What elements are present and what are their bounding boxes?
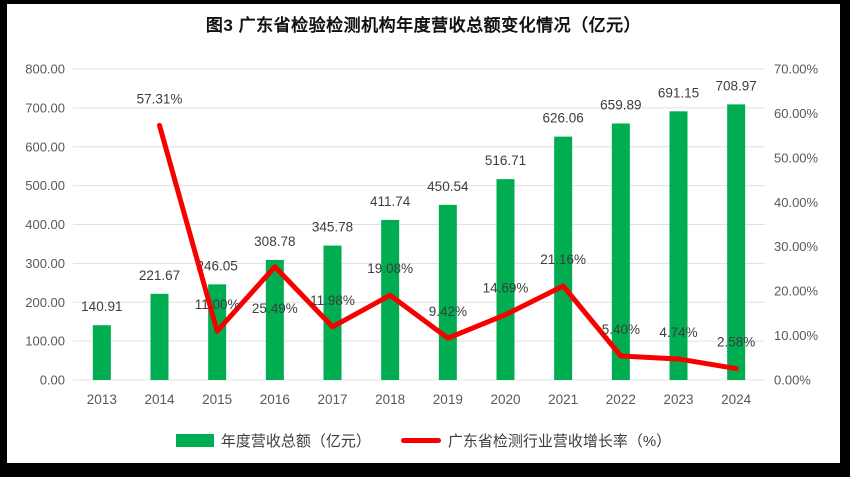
growth-value-label: 5.40% (602, 322, 640, 337)
bar-value-label: 626.06 (543, 111, 584, 126)
bar-2013 (92, 325, 111, 380)
x-axis-tick-label: 2017 (317, 392, 347, 407)
legend-label-growth: 广东省检测行业营收增长率（%） (447, 433, 672, 450)
bar-series-swatch-icon (175, 434, 214, 447)
right-axis-tick-label: 10.00% (774, 328, 819, 343)
bar-2016 (265, 259, 284, 380)
bar-2023 (669, 111, 688, 381)
chart-title: 图3 广东省检验检测机构年度营收总额变化情况（亿元） (205, 16, 642, 35)
left-axis-tick-label: 800.00 (25, 62, 65, 77)
legend-label-revenue: 年度营收总额（亿元） (220, 433, 371, 450)
growth-rate-line (157, 122, 739, 372)
bar-2021 (554, 136, 573, 380)
x-axis-tick-label: 2014 (144, 392, 175, 407)
left-axis-tick-label: 0.00 (40, 373, 65, 388)
x-axis-tick-label: 2020 (490, 392, 520, 407)
x-axis-tick-label: 2024 (721, 392, 752, 407)
x-axis-tick-label: 2019 (433, 392, 463, 407)
bar-2019 (438, 204, 457, 380)
left-axis-tick-label: 500.00 (25, 178, 65, 193)
bar-value-label: 659.89 (600, 97, 641, 112)
growth-value-label: 11.00% (195, 297, 240, 312)
growth-value-label: 2.58% (717, 335, 755, 350)
growth-value-label: 25.49% (252, 301, 298, 316)
bar-value-label: 221.67 (139, 268, 180, 283)
bar-2017 (323, 245, 342, 380)
x-axis-tick-label: 2021 (548, 392, 578, 407)
left-axis-tick-label: 700.00 (25, 100, 65, 115)
growth-value-label: 14.69% (483, 281, 529, 296)
x-axis-tick-label: 2013 (87, 392, 117, 407)
growth-value-label: 19.08% (367, 261, 413, 276)
left-axis-tick-label: 100.00 (25, 334, 65, 349)
x-axis-tick-label: 2023 (663, 392, 693, 407)
bar-2020 (496, 179, 515, 380)
right-axis-tick-label: 70.00% (774, 62, 819, 77)
bar-2024 (727, 104, 746, 380)
bar-value-label: 140.91 (81, 299, 122, 314)
bar-2022 (611, 123, 630, 380)
x-axis-tick-label: 2018 (375, 392, 405, 407)
line-series-swatch-icon (400, 438, 441, 443)
bar-value-label: 246.05 (197, 258, 238, 273)
x-axis-tick-label: 2015 (202, 392, 232, 407)
left-axis-tick-label: 400.00 (25, 217, 65, 232)
legend-item-revenue-bars: 年度营收总额（亿元） (175, 430, 371, 451)
left-axis-tick-label: 200.00 (25, 295, 65, 310)
bar-2014 (150, 293, 169, 380)
right-axis-tick-label: 50.00% (774, 150, 819, 165)
growth-value-label: 57.31% (137, 91, 183, 106)
right-axis-tick-label: 30.00% (774, 239, 819, 254)
bar-value-label: 345.78 (312, 220, 353, 235)
bar-2018 (381, 219, 400, 380)
bar-value-label: 708.97 (716, 78, 757, 93)
bar-value-label: 450.54 (427, 179, 469, 194)
x-axis-tick-label: 2022 (606, 392, 636, 407)
bar-value-label: 691.15 (658, 85, 699, 100)
combo-chart-canvas: 0.00 100.00 200.00 300.00 400.00 500.00 600.00… (25, 62, 819, 408)
x-axis-tick-label: 2016 (260, 392, 290, 407)
growth-value-label: 11.98% (310, 293, 355, 308)
legend-item-growth-line: 广东省检测行业营收增长率（%） (400, 430, 672, 451)
bar-value-label: 411.74 (370, 194, 411, 209)
bar-value-label: 308.78 (254, 234, 295, 249)
left-axis-tick-label: 600.00 (25, 139, 65, 154)
right-axis-tick-label: 40.00% (774, 195, 819, 210)
growth-value-label: 9.42% (429, 304, 467, 319)
right-axis-tick-label: 60.00% (774, 106, 819, 121)
right-axis-tick-label: 20.00% (774, 284, 819, 299)
right-axis-tick-label: 0.00% (774, 373, 811, 388)
growth-value-label: 4.74% (659, 325, 697, 340)
growth-value-label: 21.16% (540, 252, 586, 267)
left-axis-tick-label: 300.00 (25, 256, 65, 271)
chart-legend: 年度营收总额（亿元） 广东省检测行业营收增长率（%） (7, 430, 840, 451)
bar-value-label: 516.71 (485, 153, 526, 168)
